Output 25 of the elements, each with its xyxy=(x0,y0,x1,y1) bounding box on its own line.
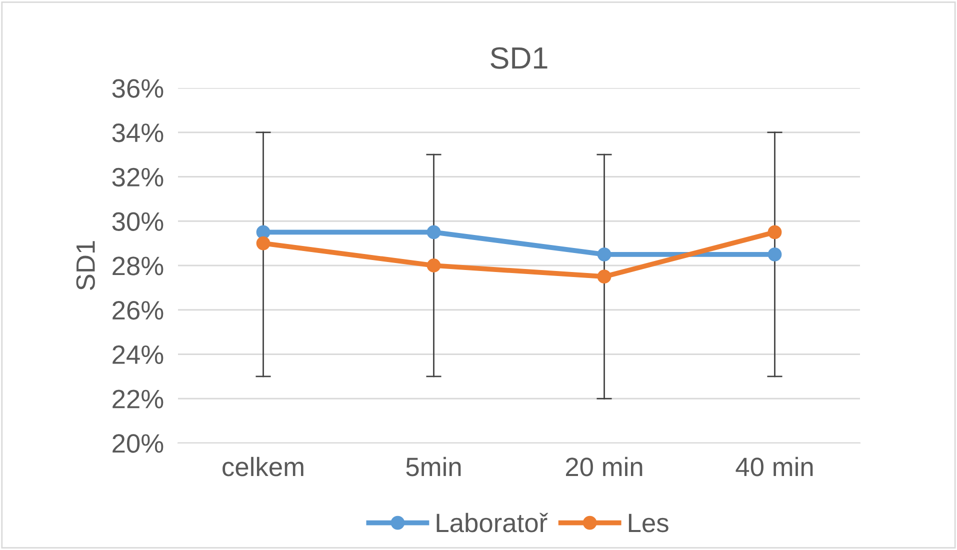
point xyxy=(426,258,441,272)
y-tick-label: 32% xyxy=(112,168,164,187)
x-tick-label: 20 min xyxy=(566,456,642,476)
y-tick-label: 30% xyxy=(112,212,164,231)
y-tick-label: 28% xyxy=(112,256,164,276)
point xyxy=(768,247,782,262)
point xyxy=(256,236,270,250)
point xyxy=(597,270,612,284)
legend-label: Laboratoř xyxy=(436,512,548,532)
point xyxy=(768,225,782,240)
point xyxy=(256,225,270,240)
x-tick-label: 5min xyxy=(406,456,461,476)
y-tick-label: 26% xyxy=(112,301,164,320)
chart-title: SD1 xyxy=(490,47,548,69)
y-tick-label: 24% xyxy=(112,345,164,364)
y-tick-label: 36% xyxy=(112,79,164,98)
y-tick-label: 22% xyxy=(112,390,164,408)
y-tick-label: 20% xyxy=(112,434,164,453)
x-tick-label: celkem xyxy=(222,456,304,476)
y-axis-title: SD1 xyxy=(76,241,95,290)
point xyxy=(597,247,612,262)
legend-label: Les xyxy=(628,514,668,532)
y-tick-label: 34% xyxy=(112,124,164,142)
x-tick-label: 40 min xyxy=(736,456,813,476)
point xyxy=(426,225,441,240)
